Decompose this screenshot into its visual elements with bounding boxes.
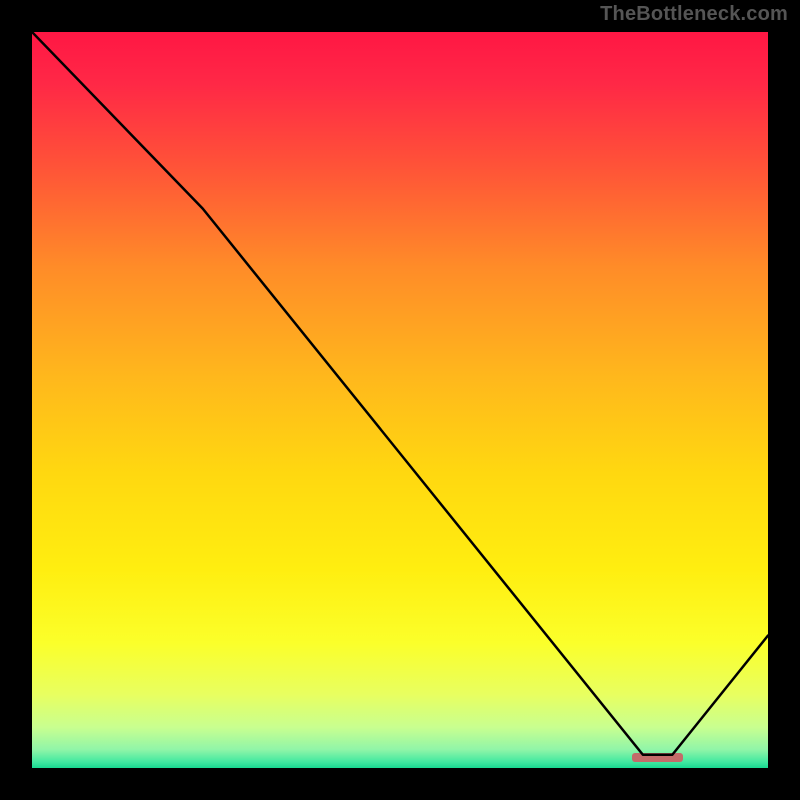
curve-line: [32, 32, 768, 768]
attribution-text: TheBottleneck.com: [600, 3, 788, 26]
chart-container: TheBottleneck.com: [0, 0, 800, 800]
plot-area: [32, 32, 768, 768]
